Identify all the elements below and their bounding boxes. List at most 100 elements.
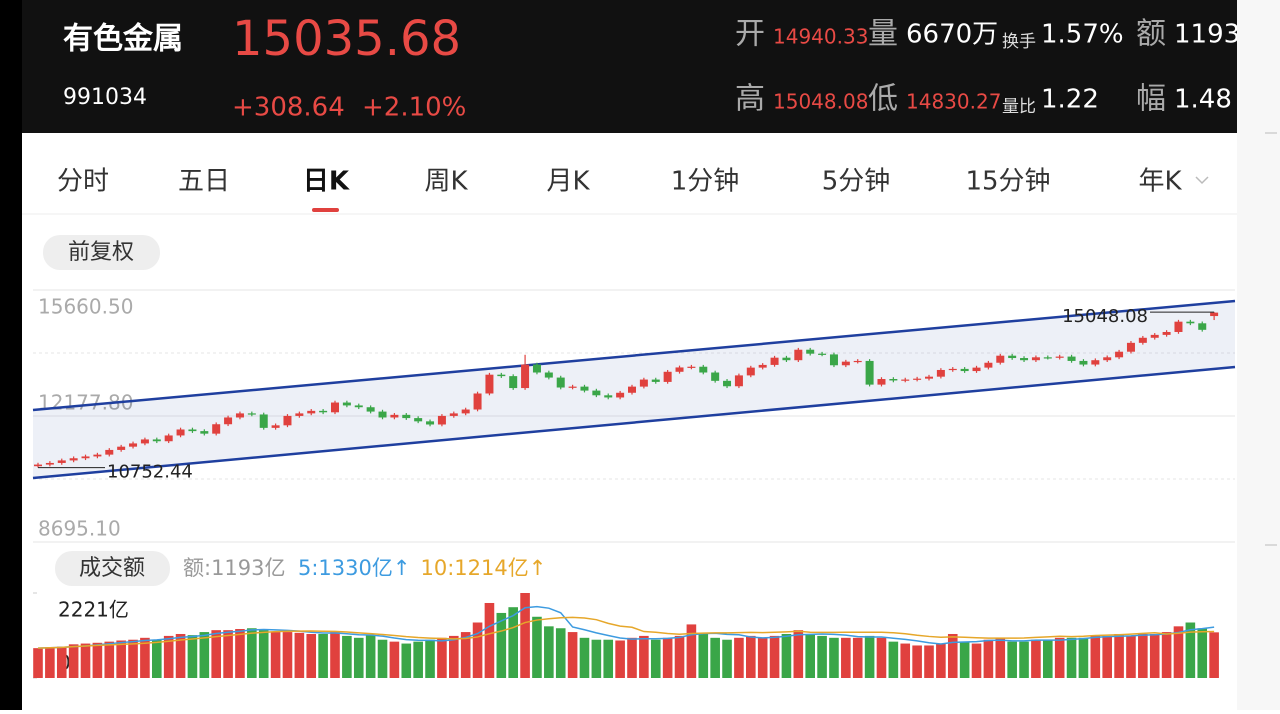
volume-bar <box>520 593 530 678</box>
candle-body <box>604 395 613 398</box>
volume-bar <box>128 639 138 678</box>
volume-bar <box>1102 635 1112 678</box>
candle-body <box>414 418 423 422</box>
candle-body <box>283 415 292 426</box>
candle-body <box>1150 334 1159 338</box>
candle-body <box>1115 351 1124 358</box>
volume-bar <box>971 643 982 678</box>
candle-body <box>687 366 696 368</box>
candle-body <box>723 380 732 387</box>
volume-bar <box>1078 637 1089 678</box>
volume-bar <box>56 646 67 678</box>
candle-body <box>746 367 755 376</box>
volume-bar <box>282 632 293 678</box>
candle-body <box>140 439 149 444</box>
candle-body <box>948 368 957 371</box>
tab[interactable]: 周K <box>424 167 468 197</box>
volume-bar <box>924 645 934 678</box>
candle-body <box>960 368 969 372</box>
stat-label: 高 <box>735 82 765 117</box>
left-edge <box>0 0 22 710</box>
stat-value: 1.48 <box>1174 85 1232 115</box>
candle-body <box>936 369 945 377</box>
candle-body <box>1055 356 1064 358</box>
candle-body <box>224 417 233 425</box>
candle-body <box>449 413 458 416</box>
tab[interactable]: 分时 <box>57 167 109 197</box>
candle-body <box>1031 357 1040 361</box>
candle-body <box>699 366 708 373</box>
volume-bar <box>401 643 412 678</box>
candle-body <box>580 386 589 391</box>
tab[interactable]: 15分钟 <box>965 167 1050 197</box>
low-annotation: 10752.44 <box>107 462 193 483</box>
volume-bar <box>1054 637 1065 678</box>
stat-label: 低 <box>868 82 898 117</box>
volume-bar <box>508 607 518 678</box>
volume-bar <box>175 633 186 678</box>
tab[interactable]: 日K <box>303 167 350 197</box>
volume-bar <box>591 639 602 678</box>
candle-body <box>45 462 54 465</box>
tab[interactable]: 五日 <box>178 167 230 197</box>
stat-label: 换手 <box>1002 32 1036 52</box>
candle-body <box>853 360 862 363</box>
candle-body <box>1043 357 1052 359</box>
candle-body <box>711 372 720 381</box>
volume-bar <box>888 641 899 678</box>
volume-bar <box>365 635 376 678</box>
volume-bar <box>247 628 257 678</box>
candle-body <box>485 374 494 394</box>
candle-body <box>366 407 375 412</box>
tab[interactable]: 年K <box>1138 167 1182 197</box>
volume-bar <box>698 633 709 678</box>
volume-bar <box>900 643 911 678</box>
candle-body <box>1079 360 1088 365</box>
tab[interactable]: 1分钟 <box>671 167 740 197</box>
header-bg <box>22 0 1237 133</box>
volume-bar <box>92 642 103 678</box>
candle-body <box>651 379 660 382</box>
volume-bar <box>912 645 922 678</box>
volume-bar <box>662 637 673 678</box>
volume-bar <box>722 639 732 678</box>
adjust-pill[interactable] <box>43 235 160 270</box>
volume-bar <box>199 632 210 678</box>
volume-bar <box>746 635 756 678</box>
volume-pill[interactable] <box>55 551 170 586</box>
volume-bar <box>1197 628 1208 678</box>
candle-body <box>319 410 328 413</box>
candle-body <box>865 360 874 385</box>
volume-bar <box>140 637 150 678</box>
candle-body <box>1174 321 1183 332</box>
candle-body <box>1126 342 1135 352</box>
candle-body <box>331 402 339 413</box>
candle-body <box>34 464 42 467</box>
volume-bar <box>45 647 55 678</box>
stat-label: 开 <box>735 17 765 52</box>
volume-bar <box>757 637 768 678</box>
volume-bar <box>781 633 792 678</box>
volume-bar <box>377 639 388 678</box>
volume-bar <box>306 633 317 678</box>
volume-bar <box>567 632 578 678</box>
candle-body <box>247 413 256 415</box>
tab[interactable]: 5分钟 <box>822 167 891 197</box>
candle-body <box>628 386 636 393</box>
chevron[interactable] <box>1195 176 1209 185</box>
tab[interactable]: 月K <box>546 167 590 197</box>
candle-body <box>390 414 399 418</box>
volume-bar <box>330 632 340 678</box>
candle-body <box>818 353 827 355</box>
volume-bar <box>270 632 281 678</box>
adjust-button[interactable]: 前复权 <box>68 240 134 265</box>
stat-value: 14830.27 <box>906 90 1001 114</box>
candle-body <box>176 429 185 436</box>
channel-line <box>32 365 1236 480</box>
volume-bar <box>603 639 614 678</box>
candle-body <box>69 458 78 461</box>
volume-bar <box>116 640 126 678</box>
stat-label: 量比 <box>1002 97 1036 117</box>
volume-bar <box>555 628 566 678</box>
